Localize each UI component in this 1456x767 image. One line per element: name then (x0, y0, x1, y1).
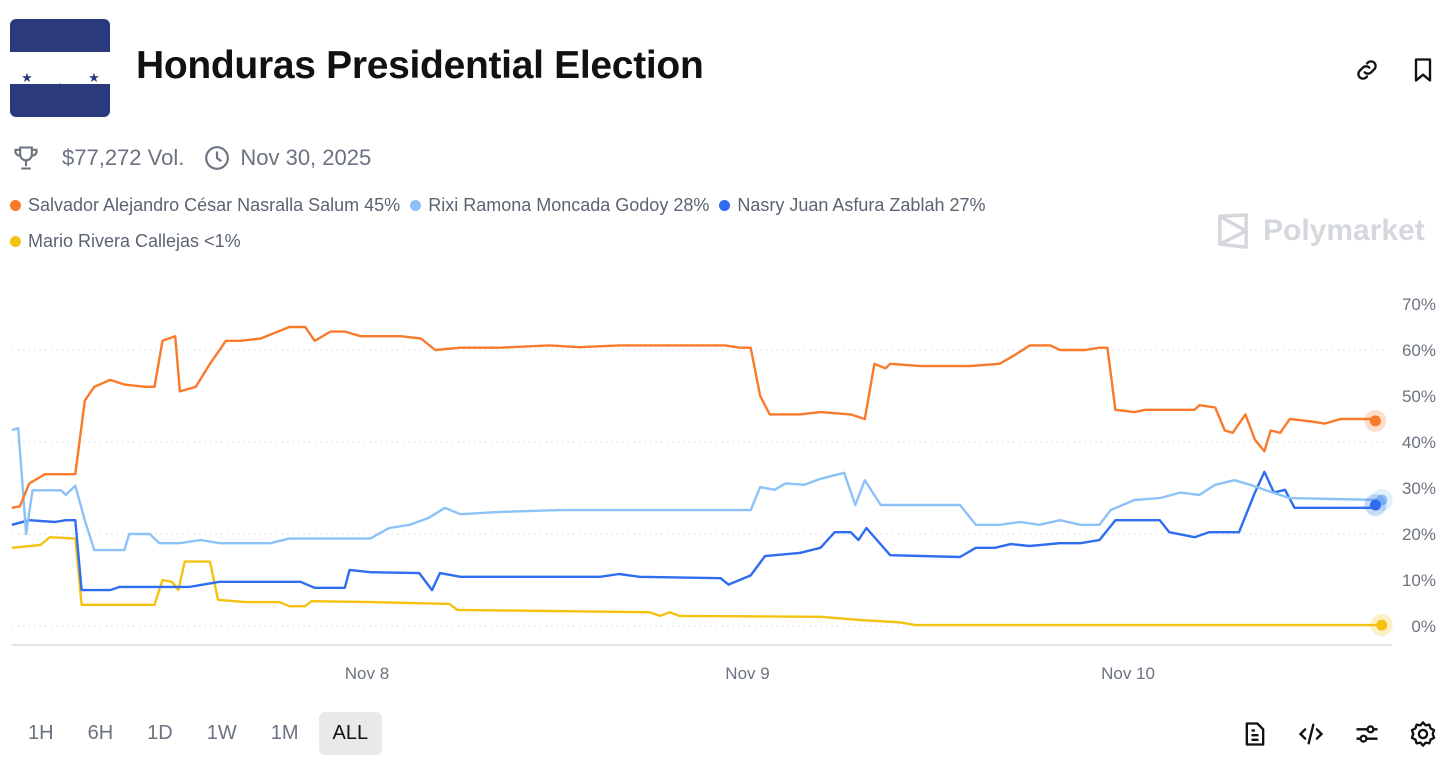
series-line-3 (11, 536, 1382, 627)
flag-stars-icon: ★ ★ ★ ★ ★ (21, 71, 100, 104)
price-chart[interactable]: 70% 60% 50% 40% 30% 20% 10% 0% Nov 8 Nov 9 Nov 10 (0, 280, 1456, 700)
svg-text:★: ★ (21, 89, 33, 104)
legend-dot (10, 236, 21, 247)
sliders-icon[interactable] (1353, 720, 1381, 748)
time-range-selector: 1H 6H 1D 1W 1M ALL (14, 712, 388, 755)
legend-item: Rixi Ramona Moncada Godoy 28% (410, 195, 709, 216)
series-line-1 (11, 426, 1382, 552)
end-marker (1369, 415, 1381, 427)
svg-text:★: ★ (54, 81, 66, 96)
polymarket-logo-icon (1218, 213, 1248, 249)
range-button-6h[interactable]: 6H (87, 722, 114, 744)
series-line-0 (11, 325, 1376, 509)
legend-item: Nasry Juan Asfura Zablah 27% (719, 195, 986, 216)
range-button-1h[interactable]: 1H (28, 722, 54, 744)
y-tick-label: 60% (1402, 341, 1436, 360)
legend-row-2: Mario Rivera Callejas <1% (10, 231, 251, 252)
y-tick-label: 70% (1402, 295, 1436, 314)
volume: $77,272 Vol. (62, 145, 185, 170)
legend-dot (719, 200, 731, 211)
svg-text:★: ★ (88, 89, 100, 104)
y-tick-label: 20% (1402, 525, 1436, 544)
trophy-icon (14, 146, 38, 170)
page-title: Honduras Presidential Election (136, 44, 704, 87)
end-marker (1376, 619, 1388, 631)
settings-gear-icon[interactable] (1409, 720, 1437, 748)
x-tick-label: Nov 9 (725, 664, 769, 683)
range-button-1m[interactable]: 1M (270, 722, 299, 744)
x-tick-label: Nov 10 (1101, 664, 1155, 683)
legend-row-1: Salvador Alejandro César Nasralla Salum … (10, 195, 996, 216)
range-button-1w[interactable]: 1W (206, 722, 237, 744)
embed-code-icon[interactable] (1297, 720, 1325, 748)
legend-dot (10, 200, 21, 211)
market-meta: $77,272 Vol. Nov 30, 2025 (12, 144, 371, 172)
end-date: Nov 30, 2025 (240, 145, 372, 170)
x-tick-label: Nov 8 (345, 664, 389, 683)
y-tick-label: 10% (1402, 571, 1436, 590)
honduras-flag: ★ ★ ★ ★ ★ (10, 19, 110, 117)
legend-dot (410, 200, 422, 211)
y-tick-label: 50% (1402, 387, 1436, 406)
legend-item: Salvador Alejandro César Nasralla Salum … (10, 195, 400, 216)
range-button-all[interactable]: ALL (318, 712, 383, 755)
y-tick-label: 0% (1411, 617, 1436, 636)
end-marker (1369, 499, 1381, 511)
svg-text:★: ★ (88, 71, 100, 86)
y-tick-label: 40% (1402, 433, 1436, 452)
polymarket-watermark: Polymarket (1215, 212, 1425, 250)
document-icon[interactable] (1241, 720, 1269, 748)
legend-item: Mario Rivera Callejas <1% (10, 231, 241, 252)
link-icon[interactable] (1353, 56, 1381, 84)
clock-icon (205, 146, 230, 170)
bookmark-icon[interactable] (1409, 56, 1437, 84)
series-line-2 (11, 470, 1376, 592)
y-tick-label: 30% (1402, 479, 1436, 498)
svg-text:★: ★ (21, 71, 33, 86)
range-button-1d[interactable]: 1D (147, 722, 173, 744)
